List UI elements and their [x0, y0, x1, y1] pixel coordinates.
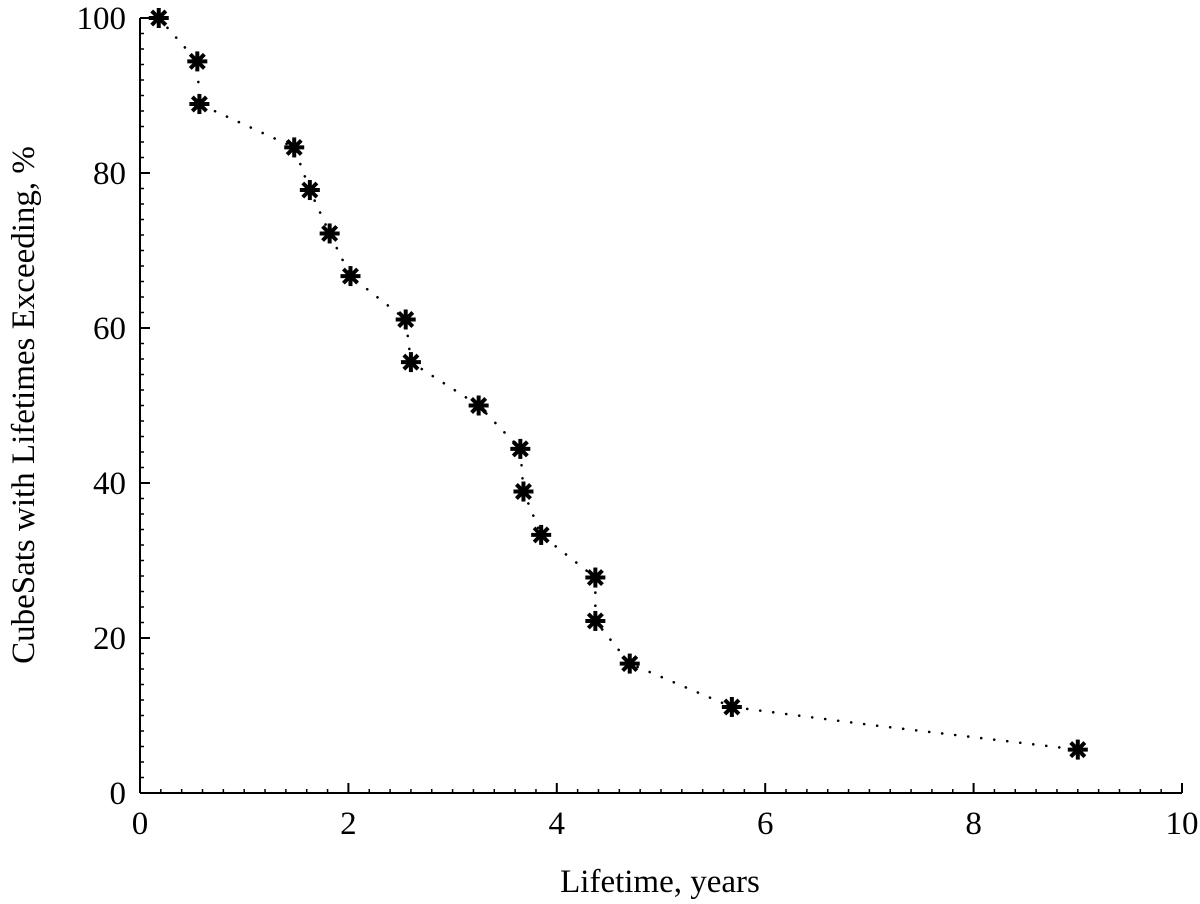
data-point	[189, 94, 210, 115]
asterisk-stroke	[532, 526, 550, 544]
y-tick-label: 40	[93, 466, 126, 502]
data-point	[531, 524, 552, 545]
asterisk-stroke	[621, 655, 639, 673]
data-point	[513, 481, 534, 502]
data-point	[400, 352, 421, 373]
asterisk-stroke	[586, 569, 604, 587]
y-tick-label: 0	[110, 776, 127, 812]
data-point	[619, 653, 640, 674]
x-tick-label: 2	[340, 806, 357, 842]
y-tick-label: 100	[77, 1, 127, 37]
asterisk-stroke	[301, 181, 319, 199]
y-axis-title: CubeSats with Lifetimes Exceeding, %	[6, 146, 42, 664]
data-point	[284, 137, 305, 158]
data-point	[319, 223, 340, 244]
y-tick-label: 80	[93, 156, 126, 192]
data-point	[395, 309, 416, 330]
data-point	[299, 180, 320, 201]
asterisk-stroke	[285, 138, 303, 156]
data-point	[585, 567, 606, 588]
asterisk-stroke	[514, 483, 532, 501]
asterisk-stroke	[470, 397, 488, 414]
asterisk-stroke	[150, 9, 168, 27]
y-tick-label: 60	[93, 311, 126, 347]
x-tick-label: 0	[132, 806, 149, 842]
trend-line	[157, 16, 1080, 751]
data-point	[510, 438, 531, 459]
data-point	[148, 8, 169, 28]
trend-polyline	[157, 16, 1080, 751]
data-point	[1067, 739, 1088, 760]
data-point	[187, 51, 208, 72]
data-point	[721, 696, 742, 717]
x-tick-label: 10	[1166, 806, 1199, 842]
x-tick-label: 6	[757, 806, 774, 842]
x-tick-label: 4	[549, 806, 566, 842]
data-point	[468, 395, 489, 416]
asterisk-stroke	[397, 310, 415, 328]
asterisk-stroke	[1069, 741, 1087, 759]
asterisk-stroke	[511, 440, 529, 458]
x-axis-title: Lifetime, years	[560, 864, 760, 900]
asterisk-stroke	[190, 95, 208, 113]
asterisk-stroke	[321, 224, 339, 242]
asterisk-stroke	[723, 698, 741, 716]
data-point	[585, 610, 606, 631]
asterisk-stroke	[586, 612, 604, 630]
asterisk-stroke	[341, 267, 359, 285]
asterisk-stroke	[402, 353, 420, 371]
y-tick-label: 20	[93, 621, 126, 657]
data-point	[340, 266, 361, 287]
x-tick-label: 8	[965, 806, 982, 842]
data-markers	[148, 8, 1088, 760]
asterisk-stroke	[188, 52, 206, 70]
